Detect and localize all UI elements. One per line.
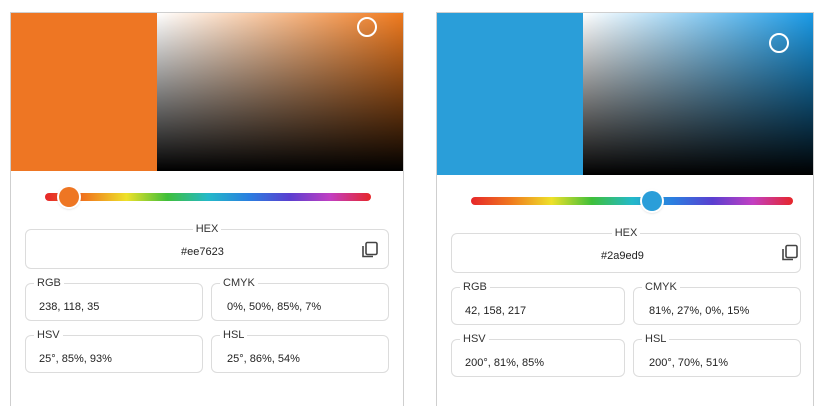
rgb-label: RGB [463, 281, 487, 293]
copy-icon[interactable] [781, 244, 799, 262]
color-preview-swatch [11, 13, 157, 171]
hsv-label: HSV [37, 329, 60, 341]
cmyk-value[interactable]: 0%, 50%, 85%, 7% [227, 301, 322, 313]
color-preview-swatch [437, 13, 583, 175]
hsl-label: HSL [645, 333, 667, 345]
hsl-value[interactable]: 25°, 86%, 54% [227, 353, 300, 365]
hsv-label: HSV [463, 333, 486, 345]
cmyk-value[interactable]: 81%, 27%, 0%, 15% [649, 305, 750, 317]
hue-slider[interactable] [45, 193, 371, 201]
hex-value[interactable]: #2a9ed9 [601, 250, 644, 262]
rgb-field[interactable]: RGB [25, 277, 203, 321]
hex-label: HEX [195, 223, 219, 235]
hsl-value[interactable]: 200°, 70%, 51% [649, 357, 729, 369]
copy-icon[interactable] [361, 241, 379, 259]
hsl-field[interactable]: HSL [633, 333, 801, 377]
hsv-value[interactable]: 25°, 85%, 93% [39, 353, 112, 365]
cmyk-field[interactable]: CMYK [211, 277, 389, 321]
hue-slider-handle[interactable] [642, 191, 662, 211]
hsl-label: HSL [223, 329, 245, 341]
hsv-value[interactable]: 200°, 81%, 85% [465, 357, 545, 369]
rgb-value[interactable]: 42, 158, 217 [465, 305, 527, 317]
rgb-field[interactable]: RGB [451, 281, 625, 325]
cmyk-label: CMYK [223, 277, 255, 289]
hsl-field[interactable]: HSL [211, 329, 389, 373]
color-picker-orange: HEX #ee7623 RGB 238, 118, 35 CMYK 0%, 50… [10, 12, 404, 406]
cmyk-label: CMYK [645, 281, 677, 293]
hex-field[interactable]: HEX [451, 227, 801, 273]
cmyk-field[interactable]: CMYK [633, 281, 801, 325]
saturation-value-area[interactable] [583, 13, 813, 175]
hex-value[interactable]: #ee7623 [181, 246, 224, 258]
rgb-value[interactable]: 238, 118, 35 [39, 301, 100, 313]
hsv-field[interactable]: HSV [25, 329, 203, 373]
rgb-label: RGB [37, 277, 61, 289]
hsv-field[interactable]: HSV [451, 333, 625, 377]
hue-slider[interactable] [471, 197, 793, 205]
saturation-value-handle[interactable] [357, 17, 377, 37]
hue-slider-handle[interactable] [59, 187, 79, 207]
saturation-value-area[interactable] [157, 13, 403, 171]
hex-field[interactable]: HEX [25, 223, 389, 269]
hex-label: HEX [614, 227, 638, 239]
color-picker-blue: HEX #2a9ed9 RGB 42, 158, 217 CMYK 81%, 2… [436, 12, 814, 406]
saturation-value-handle[interactable] [769, 33, 789, 53]
